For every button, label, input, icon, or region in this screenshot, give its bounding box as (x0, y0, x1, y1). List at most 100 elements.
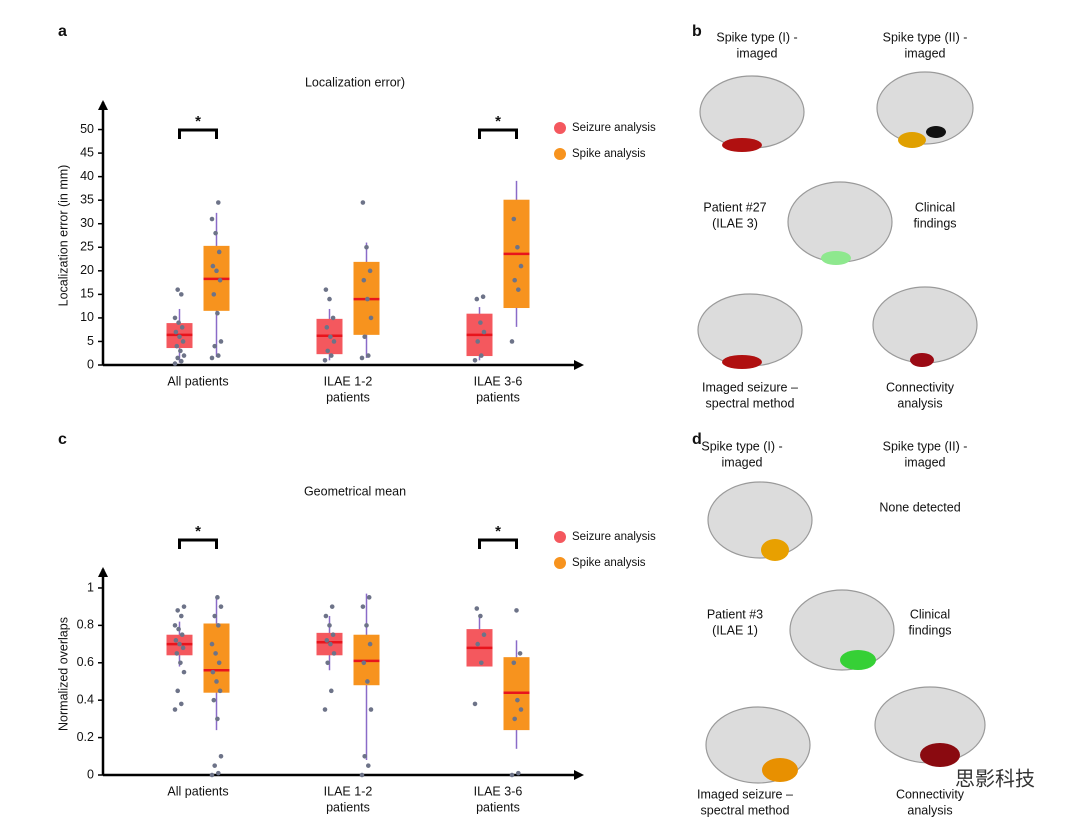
y-tick-label: 0.8 (77, 618, 94, 632)
y-tick-label: 0 (87, 357, 94, 371)
data-point (479, 660, 484, 666)
data-point (366, 763, 371, 768)
brain-label: Clinical (915, 200, 955, 214)
data-point (322, 707, 328, 712)
data-point (515, 697, 520, 703)
watermark: 思影科技 (955, 767, 1035, 790)
x-tick-label: ILAE 3-6 (474, 784, 523, 798)
activation (821, 251, 851, 265)
chart-title: Localization error) (305, 75, 405, 89)
data-point (176, 626, 181, 632)
data-point (216, 249, 222, 255)
data-point (214, 679, 219, 684)
brain-label: (ILAE 3) (712, 216, 758, 230)
activation (920, 743, 960, 767)
brain-label: imaged (905, 455, 946, 469)
data-point (359, 772, 365, 778)
data-point (218, 753, 224, 759)
data-point (179, 701, 184, 707)
significance-bracket (178, 128, 218, 139)
data-point (331, 651, 337, 656)
data-point (329, 688, 334, 694)
legend-swatch (554, 122, 566, 134)
x-tick-label: patients (476, 390, 520, 404)
significance-bracket (478, 128, 518, 139)
brain-label: Spike type (I) - (701, 439, 782, 453)
data-point (362, 753, 368, 759)
data-point (180, 645, 186, 651)
data-point (177, 641, 182, 647)
brain-label: spectral method (706, 396, 795, 410)
data-point (512, 277, 517, 283)
data-point (329, 353, 334, 358)
x-tick-label: ILAE 1-2 (324, 374, 373, 388)
data-point (176, 320, 181, 325)
data-point (172, 623, 178, 628)
data-point (179, 358, 184, 364)
data-point (362, 334, 368, 340)
data-point (367, 641, 373, 647)
y-axis-label: Localization error (in mm) (56, 165, 70, 307)
significance-label: * (495, 113, 501, 130)
data-point (329, 604, 335, 609)
panel-letter: b (692, 23, 702, 40)
significance-label: * (195, 523, 201, 540)
data-point (366, 595, 372, 600)
panel-letter: c (58, 431, 67, 448)
significance-label: * (195, 113, 201, 130)
data-point (475, 339, 481, 344)
data-point (516, 287, 521, 292)
activation (761, 539, 789, 561)
data-point (322, 357, 328, 363)
y-arrow (98, 100, 108, 110)
data-point (475, 641, 481, 647)
data-point (216, 353, 221, 358)
brain (789, 589, 895, 671)
y-tick-label: 0.4 (77, 692, 94, 706)
legend-swatch (554, 557, 566, 569)
data-point (181, 669, 187, 675)
data-point (328, 641, 333, 647)
brain-label: imaged (905, 46, 946, 60)
data-point (366, 353, 371, 358)
data-point (481, 632, 487, 638)
data-point (216, 770, 221, 776)
data-point (216, 623, 221, 628)
data-point (217, 277, 223, 283)
data-point (472, 701, 478, 707)
brain-label: Imaged seizure – (697, 787, 793, 801)
data-point (331, 339, 337, 344)
data-point (327, 623, 332, 628)
data-point (209, 772, 215, 778)
activation (722, 138, 762, 152)
significance-bracket (478, 538, 518, 549)
data-point (181, 353, 187, 358)
data-point (212, 343, 217, 349)
y-tick-label: 0 (87, 767, 94, 781)
data-point (511, 216, 517, 222)
y-tick-label: 40 (80, 169, 94, 183)
data-point (479, 353, 484, 358)
data-point (480, 294, 486, 300)
data-point (368, 707, 374, 712)
data-point (364, 244, 369, 250)
data-point (179, 292, 184, 297)
y-tick-label: 5 (87, 334, 94, 348)
data-point (215, 310, 220, 316)
data-point (216, 660, 222, 666)
data-point (323, 613, 329, 619)
brain-label: findings (913, 216, 956, 230)
data-point (174, 651, 180, 656)
data-point (218, 604, 224, 609)
data-point (361, 660, 367, 666)
y-axis-label: Normalized overlaps (56, 617, 70, 731)
data-point (209, 355, 215, 361)
data-point (478, 320, 483, 325)
significance-label: * (495, 523, 501, 540)
x-tick-label: All patients (167, 374, 228, 388)
x-arrow (574, 770, 584, 780)
legend-swatch (554, 531, 566, 543)
significance-bracket (178, 538, 218, 549)
data-point (212, 763, 217, 768)
data-point (516, 770, 521, 776)
